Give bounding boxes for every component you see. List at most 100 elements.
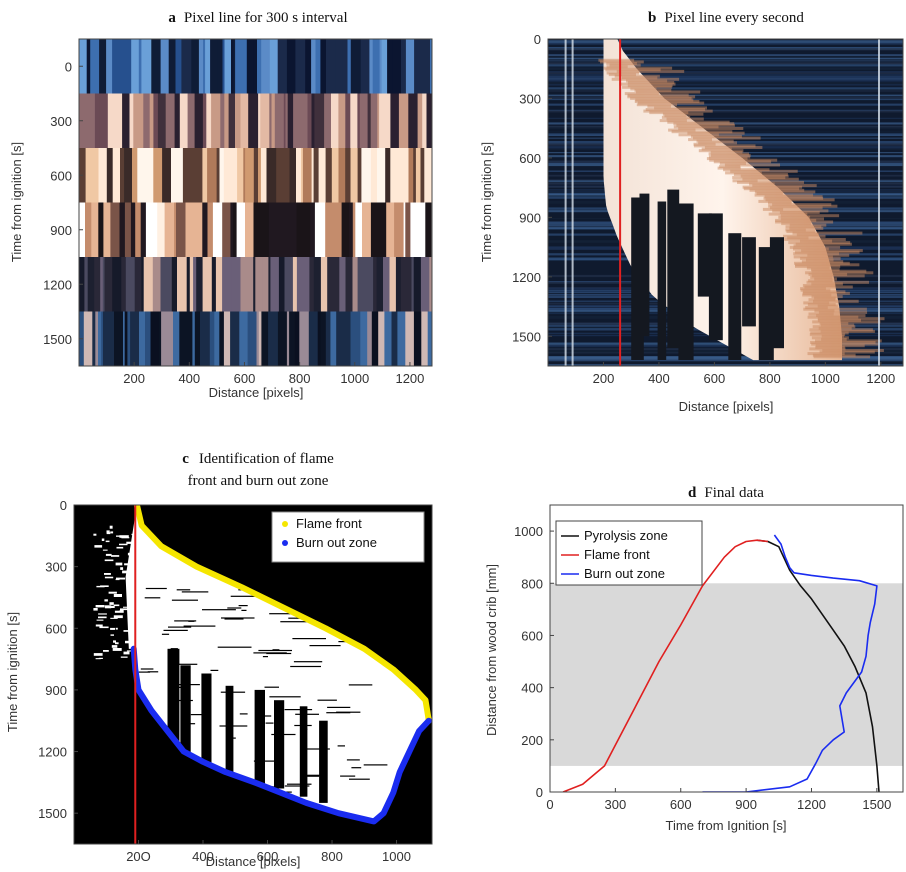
heatmap-cell [383, 257, 391, 312]
heatmap-cell [168, 39, 177, 94]
glow-streak [749, 188, 805, 192]
heatmap-cell [245, 202, 255, 257]
panel-d-ytick-label: 800 [521, 576, 543, 591]
panel-c-legend: Flame front Burn out zone [271, 511, 425, 563]
glow-streak [614, 74, 660, 78]
panel-c-xtick-label: 1000 [382, 849, 411, 864]
heatmap-cell [296, 257, 304, 312]
heatmap-cell [179, 93, 189, 148]
heatmap-cell [350, 93, 358, 148]
dark-streak [227, 607, 242, 609]
panel-c-frame [73, 504, 433, 845]
fleck [110, 531, 114, 534]
dark-streak [229, 737, 236, 739]
dark-streak [158, 739, 167, 741]
flame-front-point [423, 697, 428, 703]
heatmap-cell [325, 202, 336, 257]
dark-streak [221, 617, 255, 619]
heatmap-cell [90, 39, 100, 94]
glow-streak [802, 293, 832, 297]
heatmap-cell [287, 202, 298, 257]
glow-streak [693, 136, 761, 140]
fleck [125, 640, 134, 644]
heatmap-cell [286, 311, 290, 366]
heatmap-cell [240, 257, 250, 312]
fleck [131, 621, 136, 624]
heatmap-cell [114, 93, 123, 148]
heatmap-cell [235, 93, 242, 148]
dark-streak [172, 686, 185, 688]
panel-b-xtick-label: 600 [704, 371, 726, 386]
glow-streak [775, 218, 817, 222]
glow-streak [624, 92, 659, 96]
glow-streak [795, 263, 860, 267]
heatmap-cell [400, 257, 410, 312]
heatmap-cell [135, 202, 142, 257]
heatmap-cell [212, 202, 223, 257]
fleck [128, 611, 139, 613]
heatmap-cell [95, 311, 99, 366]
fleck [123, 630, 133, 632]
heatmap-cell [345, 93, 349, 148]
heatmap-cell [338, 93, 346, 148]
flame-front-point [390, 666, 396, 672]
dark-streak [147, 742, 153, 744]
heatmap-cell [91, 202, 94, 257]
dark-streak [168, 626, 192, 628]
panel-b-xlabel: Distance [pixels] [679, 399, 774, 414]
dark-streak [348, 593, 374, 595]
dark-column [319, 720, 328, 803]
glow-streak [598, 58, 635, 62]
dark-streak [275, 600, 306, 602]
dark-streak [351, 767, 362, 769]
heatmap-cell [311, 93, 315, 148]
heatmap-cell [262, 202, 270, 257]
heatmap-cell [274, 93, 278, 148]
heatmap-cell [112, 257, 122, 312]
fleck [104, 576, 114, 579]
glow-streak [788, 241, 851, 245]
dark-streak [181, 723, 196, 725]
heatmap-cell [310, 202, 316, 257]
fleck [121, 537, 130, 539]
heatmap-cell [248, 257, 254, 312]
dark-streak [348, 684, 373, 686]
fleck [107, 605, 115, 608]
panel-c-ytick-label: 600 [45, 621, 67, 636]
fleck [132, 535, 136, 537]
dark-streak [188, 620, 195, 622]
heatmap-cell [245, 148, 255, 203]
glow-streak [803, 307, 867, 311]
burn-out-point [148, 708, 154, 713]
glow-streak [627, 93, 689, 97]
heatmap-cell [313, 257, 322, 312]
heatmap-cell [100, 257, 104, 312]
heatmap-streak [548, 96, 903, 99]
heatmap-cell [311, 148, 315, 203]
heatmap-cell [360, 39, 370, 94]
dark-column [708, 213, 723, 341]
dark-streak [363, 609, 390, 612]
dark-streak [176, 589, 191, 591]
heatmap-cell [203, 39, 206, 94]
heatmap-cell [240, 93, 249, 148]
glow-streak [817, 317, 885, 321]
panel-b-xtick-label: 1000 [811, 371, 840, 386]
fleck [127, 552, 131, 556]
dark-streak [340, 775, 356, 777]
fleck [109, 602, 114, 605]
heatmap-cell [179, 311, 190, 366]
dark-column [180, 665, 191, 797]
heatmap-cell [258, 311, 262, 366]
dark-streak [258, 649, 292, 652]
heatmap-cell [173, 148, 184, 203]
glow-streak [605, 68, 661, 72]
heatmap-cell [85, 202, 92, 257]
dark-streak [272, 649, 280, 651]
glow-streak [606, 71, 639, 75]
dark-streak [147, 671, 159, 673]
heatmap-cell [147, 148, 154, 203]
heatmap-cell [397, 148, 404, 203]
heatmap-cell [253, 257, 256, 312]
panel-c-ytick-label: 0 [60, 498, 67, 513]
